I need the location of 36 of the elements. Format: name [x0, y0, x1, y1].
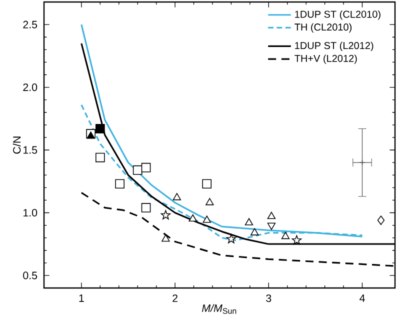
- x-tick-label: 4: [360, 294, 365, 302]
- point: [162, 234, 170, 242]
- point: [141, 203, 151, 212]
- x-tick-label: 1: [79, 294, 84, 302]
- point: [202, 179, 212, 189]
- y-tick-label: 0.5: [23, 272, 38, 280]
- point: [202, 216, 211, 223]
- y-tick-label: 1.5: [24, 146, 38, 154]
- y-tick-label: 2.5: [23, 20, 38, 28]
- x-axis-title: M/M$_{Sun}$: [202, 304, 236, 314]
- y-axis-title: C/N: [12, 136, 21, 154]
- point: [160, 210, 171, 220]
- point: [172, 193, 182, 200]
- legend-label: 1DUP ST (L2012): [295, 42, 374, 52]
- point: [206, 198, 214, 206]
- point: [244, 218, 254, 226]
- y-tick-label: 1.0: [24, 208, 38, 217]
- point: [267, 212, 276, 220]
- point: [377, 216, 385, 225]
- point: [132, 165, 142, 175]
- x-tick-label: 2: [172, 294, 178, 302]
- legend-label: TH (CL2010): [294, 23, 352, 33]
- point: [95, 152, 105, 162]
- point: [188, 214, 197, 222]
- point: [292, 235, 302, 245]
- point: [226, 234, 236, 244]
- point: [95, 124, 105, 134]
- point: [141, 162, 151, 172]
- point: [86, 132, 95, 139]
- x-tick-label: 3: [266, 294, 272, 302]
- y-tick-label: 2.0: [23, 84, 38, 92]
- legend-label: 1DUP ST (CL2010): [295, 10, 380, 20]
- point: [250, 228, 259, 236]
- legend-label: TH+V (L2012): [294, 54, 357, 64]
- point: [281, 232, 290, 240]
- point: [115, 179, 124, 189]
